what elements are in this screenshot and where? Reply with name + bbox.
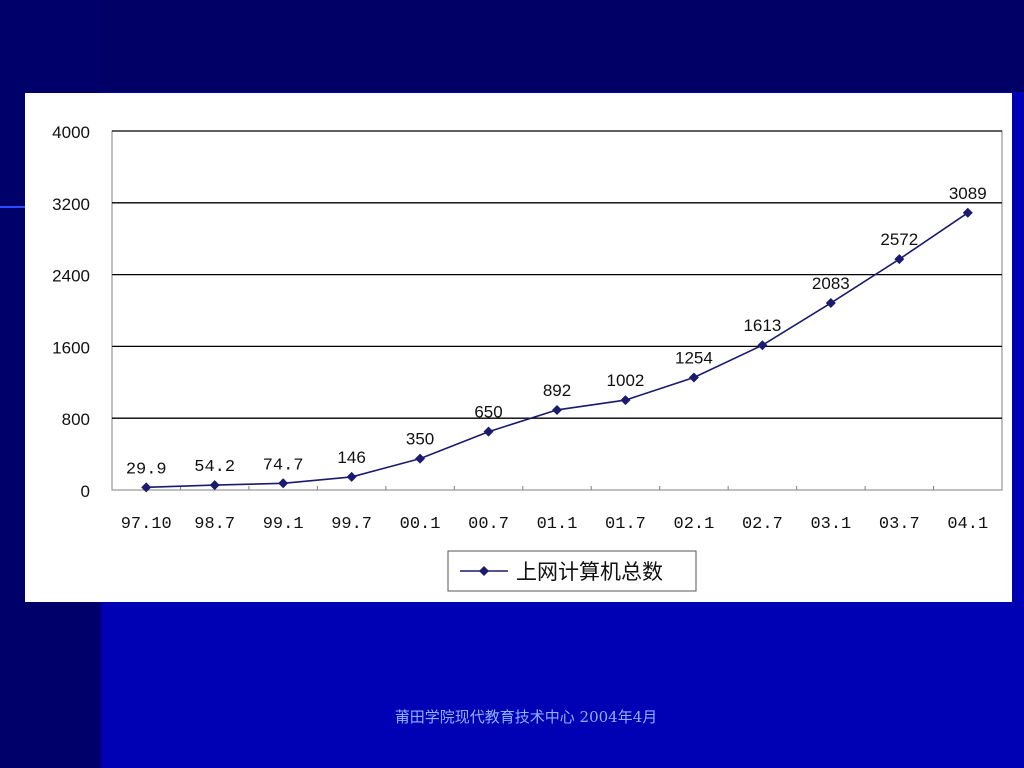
x-tick-label: 01.7 xyxy=(605,515,646,534)
legend-marker xyxy=(479,566,489,576)
data-label: 1002 xyxy=(607,371,645,390)
plot-area xyxy=(111,130,1003,491)
data-point-marker xyxy=(552,404,562,415)
data-label: 1254 xyxy=(675,348,713,367)
data-label: 54.2 xyxy=(194,458,235,477)
accent-line xyxy=(0,206,26,208)
data-label: 2083 xyxy=(812,274,850,293)
data-point-marker xyxy=(757,340,768,351)
data-label: 3089 xyxy=(949,184,987,203)
data-label: 74.7 xyxy=(263,456,304,475)
data-label: 29.9 xyxy=(126,460,167,479)
data-point-marker xyxy=(620,395,631,406)
x-tick-label: 00.1 xyxy=(400,515,441,534)
data-point-marker xyxy=(346,471,357,482)
data-point-marker xyxy=(962,207,973,218)
x-tick-label: 04.1 xyxy=(947,515,988,534)
x-tick-label: 03.7 xyxy=(879,515,920,534)
data-label: 892 xyxy=(543,381,571,400)
x-tick-label: 00.7 xyxy=(468,515,509,534)
data-point-marker xyxy=(894,254,905,265)
data-point-marker xyxy=(688,372,699,383)
top-band xyxy=(0,0,1024,92)
y-tick-label: 2400 xyxy=(52,267,90,286)
data-label: 350 xyxy=(406,430,434,449)
line-chart: 0 800 1600 2400 3200 4000 97.10 98.7 99.1 99.7 00.… xyxy=(52,123,1003,592)
data-label: 146 xyxy=(337,448,365,467)
y-tick-label: 1600 xyxy=(52,338,90,357)
data-label: 650 xyxy=(474,403,502,422)
data-point-marker xyxy=(278,478,289,489)
data-point-marker xyxy=(209,480,220,491)
x-tick-label: 97.10 xyxy=(121,515,172,534)
data-label: 1613 xyxy=(743,316,781,335)
data-point-marker xyxy=(825,298,836,309)
y-tick-label: 3200 xyxy=(52,195,90,214)
x-tick-label: 02.1 xyxy=(674,515,715,534)
footer: 莆田学院现代教育技术中心 2004年4月 xyxy=(0,706,1024,727)
x-tick-label: 03.1 xyxy=(810,515,851,534)
y-tick-label: 0 xyxy=(81,482,90,501)
x-tick-label: 99.1 xyxy=(263,515,304,534)
x-tick-label: 01.1 xyxy=(537,515,578,534)
x-tick-label: 02.7 xyxy=(742,515,783,534)
data-point-marker xyxy=(141,482,152,493)
data-point-marker xyxy=(415,453,426,464)
x-tick-label: 99.7 xyxy=(331,515,372,534)
data-label: 2572 xyxy=(880,230,918,249)
legend-label: 上网计算机总数 xyxy=(516,560,663,584)
y-tick-label: 800 xyxy=(62,410,90,429)
chart-panel: 0 800 1600 2400 3200 4000 97.10 98.7 99.1 99.7 00.… xyxy=(25,93,1012,602)
data-point-marker xyxy=(483,426,494,437)
x-tick-label: 98.7 xyxy=(194,515,235,534)
footer-text: 莆田学院现代教育技术中心 2004年4月 xyxy=(394,708,658,726)
y-tick-label: 4000 xyxy=(52,123,90,142)
